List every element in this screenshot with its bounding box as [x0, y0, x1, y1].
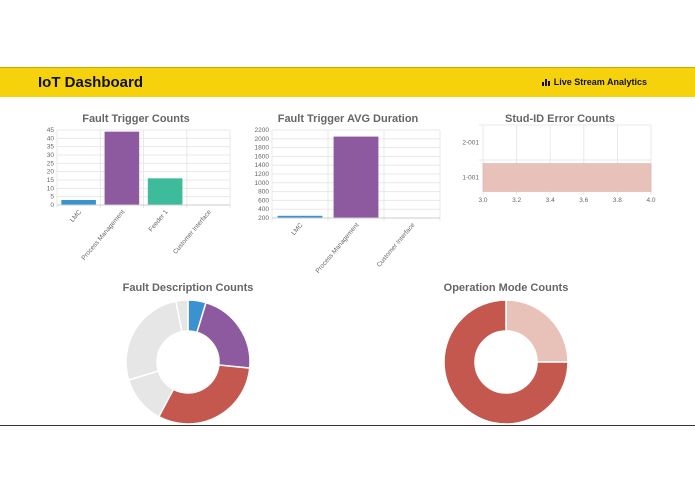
bar — [277, 215, 323, 218]
y-tick-label: 45 — [47, 127, 55, 134]
y-tick-label: 800 — [258, 189, 269, 196]
y-tick-label: 1400 — [255, 162, 270, 169]
y-tick-label: 1200 — [255, 171, 270, 178]
bar-chart-icon — [541, 79, 550, 86]
y-tick-label: 10 — [47, 185, 55, 192]
x-tick-label: 3.4 — [546, 197, 555, 204]
chart-title: Stud-ID Error Counts — [505, 113, 615, 125]
x-tick-label: Customer Interface — [376, 221, 417, 268]
y-tick-label: 1600 — [255, 153, 270, 160]
chart-title: Fault Trigger Counts — [82, 113, 190, 125]
x-tick-label: Feeder 1 — [148, 209, 170, 234]
y-tick-label: 15 — [47, 177, 55, 184]
chart-title: Fault Description Counts — [123, 282, 254, 294]
y-tick-label: 30 — [47, 152, 55, 159]
y-tick-label: 400 — [258, 206, 269, 213]
donut-slice — [443, 299, 569, 425]
y-tick-label: 35 — [47, 144, 55, 151]
donut-slice — [175, 299, 189, 333]
y-tick-label: 1800 — [255, 145, 270, 152]
app-header: IoT Dashboard Live Stream Analytics — [0, 67, 695, 97]
bar — [104, 131, 140, 205]
live-stream-analytics-link[interactable]: Live Stream Analytics — [541, 77, 647, 87]
x-tick-label: 3.0 — [478, 197, 487, 204]
bar — [333, 136, 379, 218]
y-tick-label: 1000 — [255, 180, 270, 187]
y-tick-label: 5 — [50, 194, 54, 201]
donut-slice — [196, 301, 251, 369]
y-tick-label: 2000 — [255, 136, 270, 143]
donut-slice — [125, 300, 183, 381]
y-tick-label: 2200 — [255, 127, 270, 134]
x-tick-label: LMC — [290, 222, 304, 237]
x-tick-label: 3.8 — [613, 197, 622, 204]
chart-title: Operation Mode Counts — [444, 282, 569, 294]
y-tick-label: 20 — [47, 169, 55, 176]
y-tick-label: 40 — [47, 135, 55, 142]
y-tick-label: 200 — [258, 215, 269, 222]
dashboard-frame — [0, 96, 695, 426]
donut-slice — [505, 299, 569, 363]
x-tick-label: 4.0 — [646, 197, 655, 204]
x-tick-label: Process Management — [80, 209, 126, 262]
x-tick-label: Process Management — [315, 222, 361, 275]
x-tick-label: LMC — [69, 209, 83, 224]
y-tick-label: 0 — [50, 202, 54, 209]
bar — [482, 163, 652, 192]
chart-title: Fault Trigger AVG Duration — [278, 113, 419, 125]
x-tick-label: 3.6 — [579, 197, 588, 204]
donut-slice — [157, 364, 251, 425]
y-tick-label: 600 — [258, 197, 269, 204]
y-tick-label: 25 — [47, 160, 55, 167]
x-tick-label: 3.2 — [512, 197, 521, 204]
y-tick-label: 1-001 — [462, 175, 479, 182]
app-title: IoT Dashboard — [38, 74, 144, 91]
bar — [147, 178, 183, 205]
bar — [61, 200, 96, 205]
live-stream-analytics-label: Live Stream Analytics — [553, 77, 647, 87]
x-tick-label: Customer Interface — [172, 208, 213, 255]
y-tick-label: 2-001 — [462, 140, 479, 147]
